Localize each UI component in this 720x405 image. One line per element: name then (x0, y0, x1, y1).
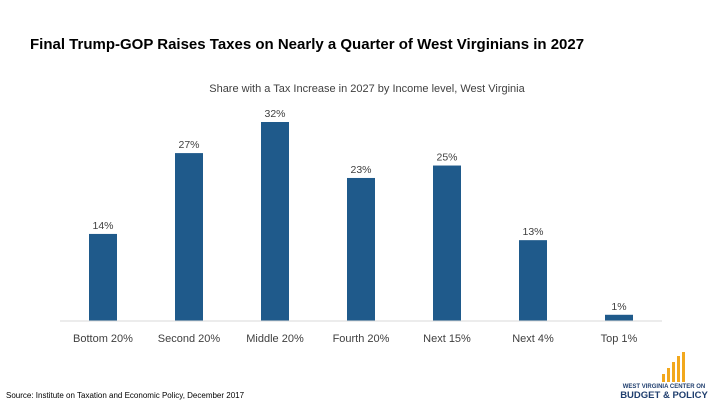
logo-line-2: BUDGET & POLICY (620, 390, 708, 400)
chart-title: Final Trump-GOP Raises Taxes on Nearly a… (30, 36, 585, 53)
data-label-5: 13% (522, 226, 543, 238)
bar-2 (261, 122, 289, 321)
bar-0 (89, 233, 117, 321)
chart-subtitle: Share with a Tax Increase in 2027 by Inc… (209, 83, 525, 95)
data-label-6: 1% (611, 301, 626, 313)
category-label-2: Middle 20% (246, 333, 304, 345)
source-note: Source: Institute on Taxation and Econom… (6, 391, 245, 400)
wvcbp-logo: WEST VIRGINIA CENTER ON BUDGET & POLICY (620, 352, 708, 400)
logo-bars-icon (662, 352, 685, 382)
category-label-3: Fourth 20% (333, 333, 390, 345)
data-label-1: 27% (178, 139, 199, 151)
data-label-4: 25% (436, 152, 457, 164)
category-label-5: Next 4% (512, 333, 554, 345)
category-label-4: Next 15% (423, 333, 471, 345)
category-label-1: Second 20% (158, 333, 221, 345)
data-label-3: 23% (350, 164, 371, 176)
bar-3 (347, 177, 375, 321)
bar-6 (605, 314, 633, 321)
data-label-0: 14% (92, 220, 113, 232)
category-label-6: Top 1% (601, 333, 638, 345)
bar-1 (175, 153, 203, 321)
bars-group: 14% Bottom 20% 27% Second 20% 32% Middle 20% 2… (73, 108, 638, 345)
logo-line-1: WEST VIRGINIA CENTER ON (623, 384, 705, 390)
category-label-0: Bottom 20% (73, 333, 133, 345)
bar-4 (433, 165, 461, 321)
bar-5 (519, 240, 547, 321)
data-label-2: 32% (264, 108, 285, 120)
